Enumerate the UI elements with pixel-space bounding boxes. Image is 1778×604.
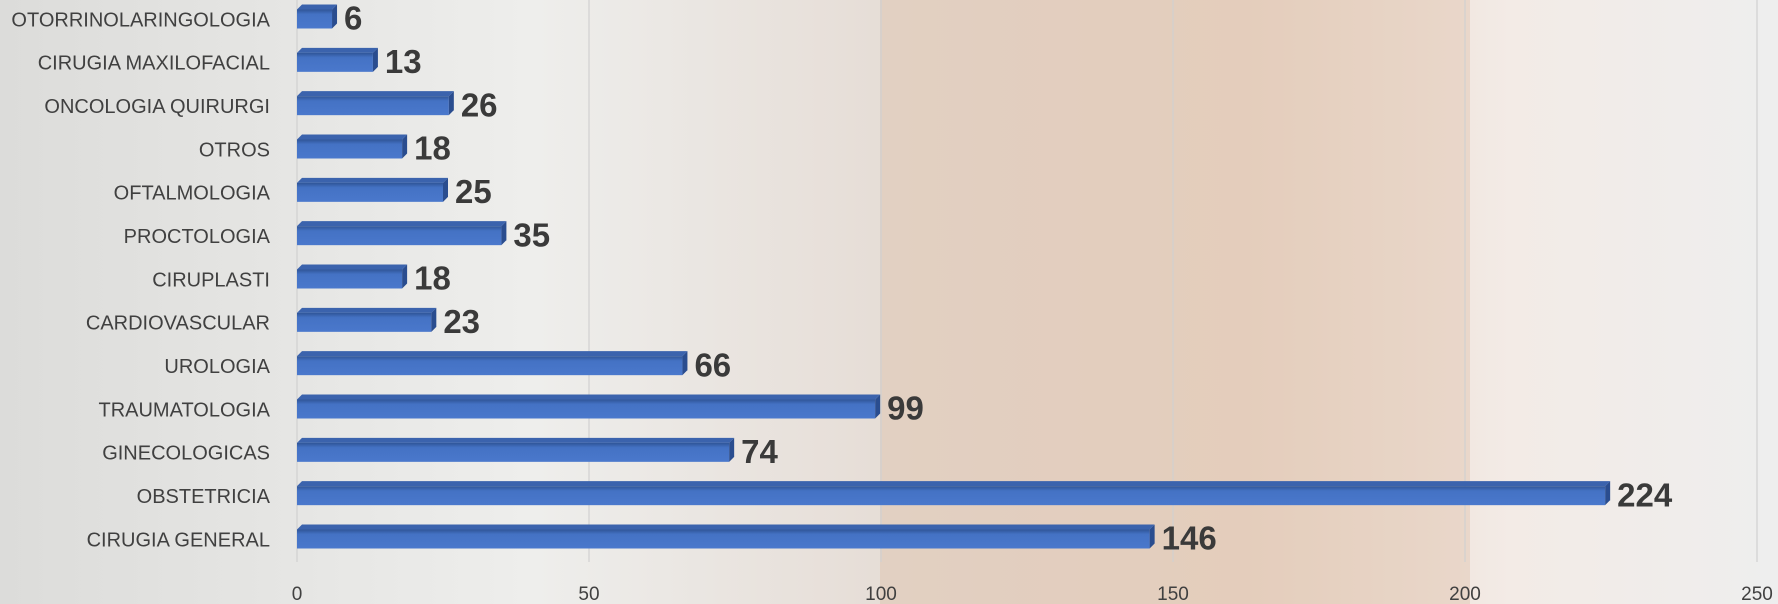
x-tick-label: 200 bbox=[1449, 584, 1481, 604]
y-tick-label: OTORRINOLARINGOLOGIA bbox=[11, 9, 270, 31]
y-tick-label: TRAUMATOLOGIA bbox=[98, 399, 270, 421]
bar-side bbox=[402, 264, 408, 289]
x-tick-label: 50 bbox=[578, 584, 599, 604]
value-label: 224 bbox=[1617, 476, 1673, 513]
bar-side bbox=[729, 437, 735, 462]
bar-side bbox=[372, 47, 378, 72]
y-tick-label: ONCOLOGIA QUIRURGI bbox=[44, 96, 270, 118]
bar-side bbox=[443, 177, 448, 202]
bar-top bbox=[297, 47, 378, 53]
y-tick-label: CIRUPLASTI bbox=[152, 269, 270, 291]
bar-top bbox=[297, 264, 408, 270]
bar bbox=[297, 442, 730, 462]
bar-side bbox=[682, 351, 688, 376]
y-tick-label: CARDIOVASCULAR bbox=[86, 313, 270, 335]
value-label: 35 bbox=[513, 216, 550, 253]
bar-side bbox=[402, 134, 408, 159]
bar bbox=[297, 139, 403, 159]
y-tick-label: OTROS bbox=[199, 139, 270, 161]
bar bbox=[297, 399, 876, 419]
y-tick-label: CIRUGIA MAXILOFACIAL bbox=[38, 53, 270, 75]
y-tick-label: OFTALMOLOGIA bbox=[114, 183, 271, 205]
bar bbox=[297, 529, 1150, 549]
y-tick-label: GINECOLOGICAS bbox=[102, 443, 270, 465]
bar-top bbox=[297, 221, 507, 227]
bar-top bbox=[297, 351, 688, 357]
value-label: 18 bbox=[414, 260, 451, 297]
x-tick-label: 150 bbox=[1157, 584, 1189, 604]
bar-side bbox=[875, 394, 881, 419]
bar bbox=[297, 356, 683, 376]
bar bbox=[297, 269, 403, 289]
bar-top bbox=[297, 524, 1155, 530]
value-label: 23 bbox=[443, 303, 480, 340]
bar-side bbox=[448, 91, 454, 116]
bar-top bbox=[297, 177, 448, 183]
value-label: 74 bbox=[741, 433, 778, 470]
value-label: 66 bbox=[694, 346, 731, 383]
value-label: 25 bbox=[455, 173, 492, 210]
bar bbox=[297, 52, 373, 72]
x-tick-label: 0 bbox=[292, 584, 303, 604]
bar bbox=[297, 182, 443, 202]
bar-side bbox=[1149, 524, 1155, 549]
bar-top bbox=[297, 437, 735, 443]
bar-side bbox=[431, 307, 437, 332]
y-tick-label: UROLOGIA bbox=[164, 356, 270, 378]
x-tick-label: 100 bbox=[865, 584, 897, 604]
bar-top bbox=[297, 134, 408, 140]
y-tick-label: OBSTETRICIA bbox=[137, 486, 271, 508]
value-label: 6 bbox=[344, 0, 362, 37]
bar bbox=[297, 9, 333, 29]
value-label: 99 bbox=[887, 390, 924, 427]
value-label: 146 bbox=[1162, 520, 1217, 557]
bar-top bbox=[297, 394, 881, 400]
bar-top bbox=[297, 481, 1611, 487]
value-label: 13 bbox=[385, 43, 422, 80]
bar-side bbox=[1605, 481, 1611, 506]
x-tick-label: 250 bbox=[1741, 584, 1773, 604]
y-tick-label: PROCTOLOGIA bbox=[124, 226, 271, 248]
value-label: 26 bbox=[461, 86, 498, 123]
bar bbox=[297, 312, 432, 332]
bar bbox=[297, 486, 1606, 506]
bar-top bbox=[297, 91, 454, 97]
bar bbox=[297, 96, 449, 116]
bar-side bbox=[501, 221, 507, 246]
background-photo-tint bbox=[880, 0, 1470, 604]
bar-top bbox=[297, 307, 437, 313]
bar-top bbox=[297, 4, 338, 10]
y-tick-label: CIRUGIA GENERAL bbox=[87, 529, 270, 551]
bar bbox=[297, 226, 502, 246]
bar-side bbox=[332, 4, 338, 29]
value-label: 18 bbox=[414, 130, 451, 167]
